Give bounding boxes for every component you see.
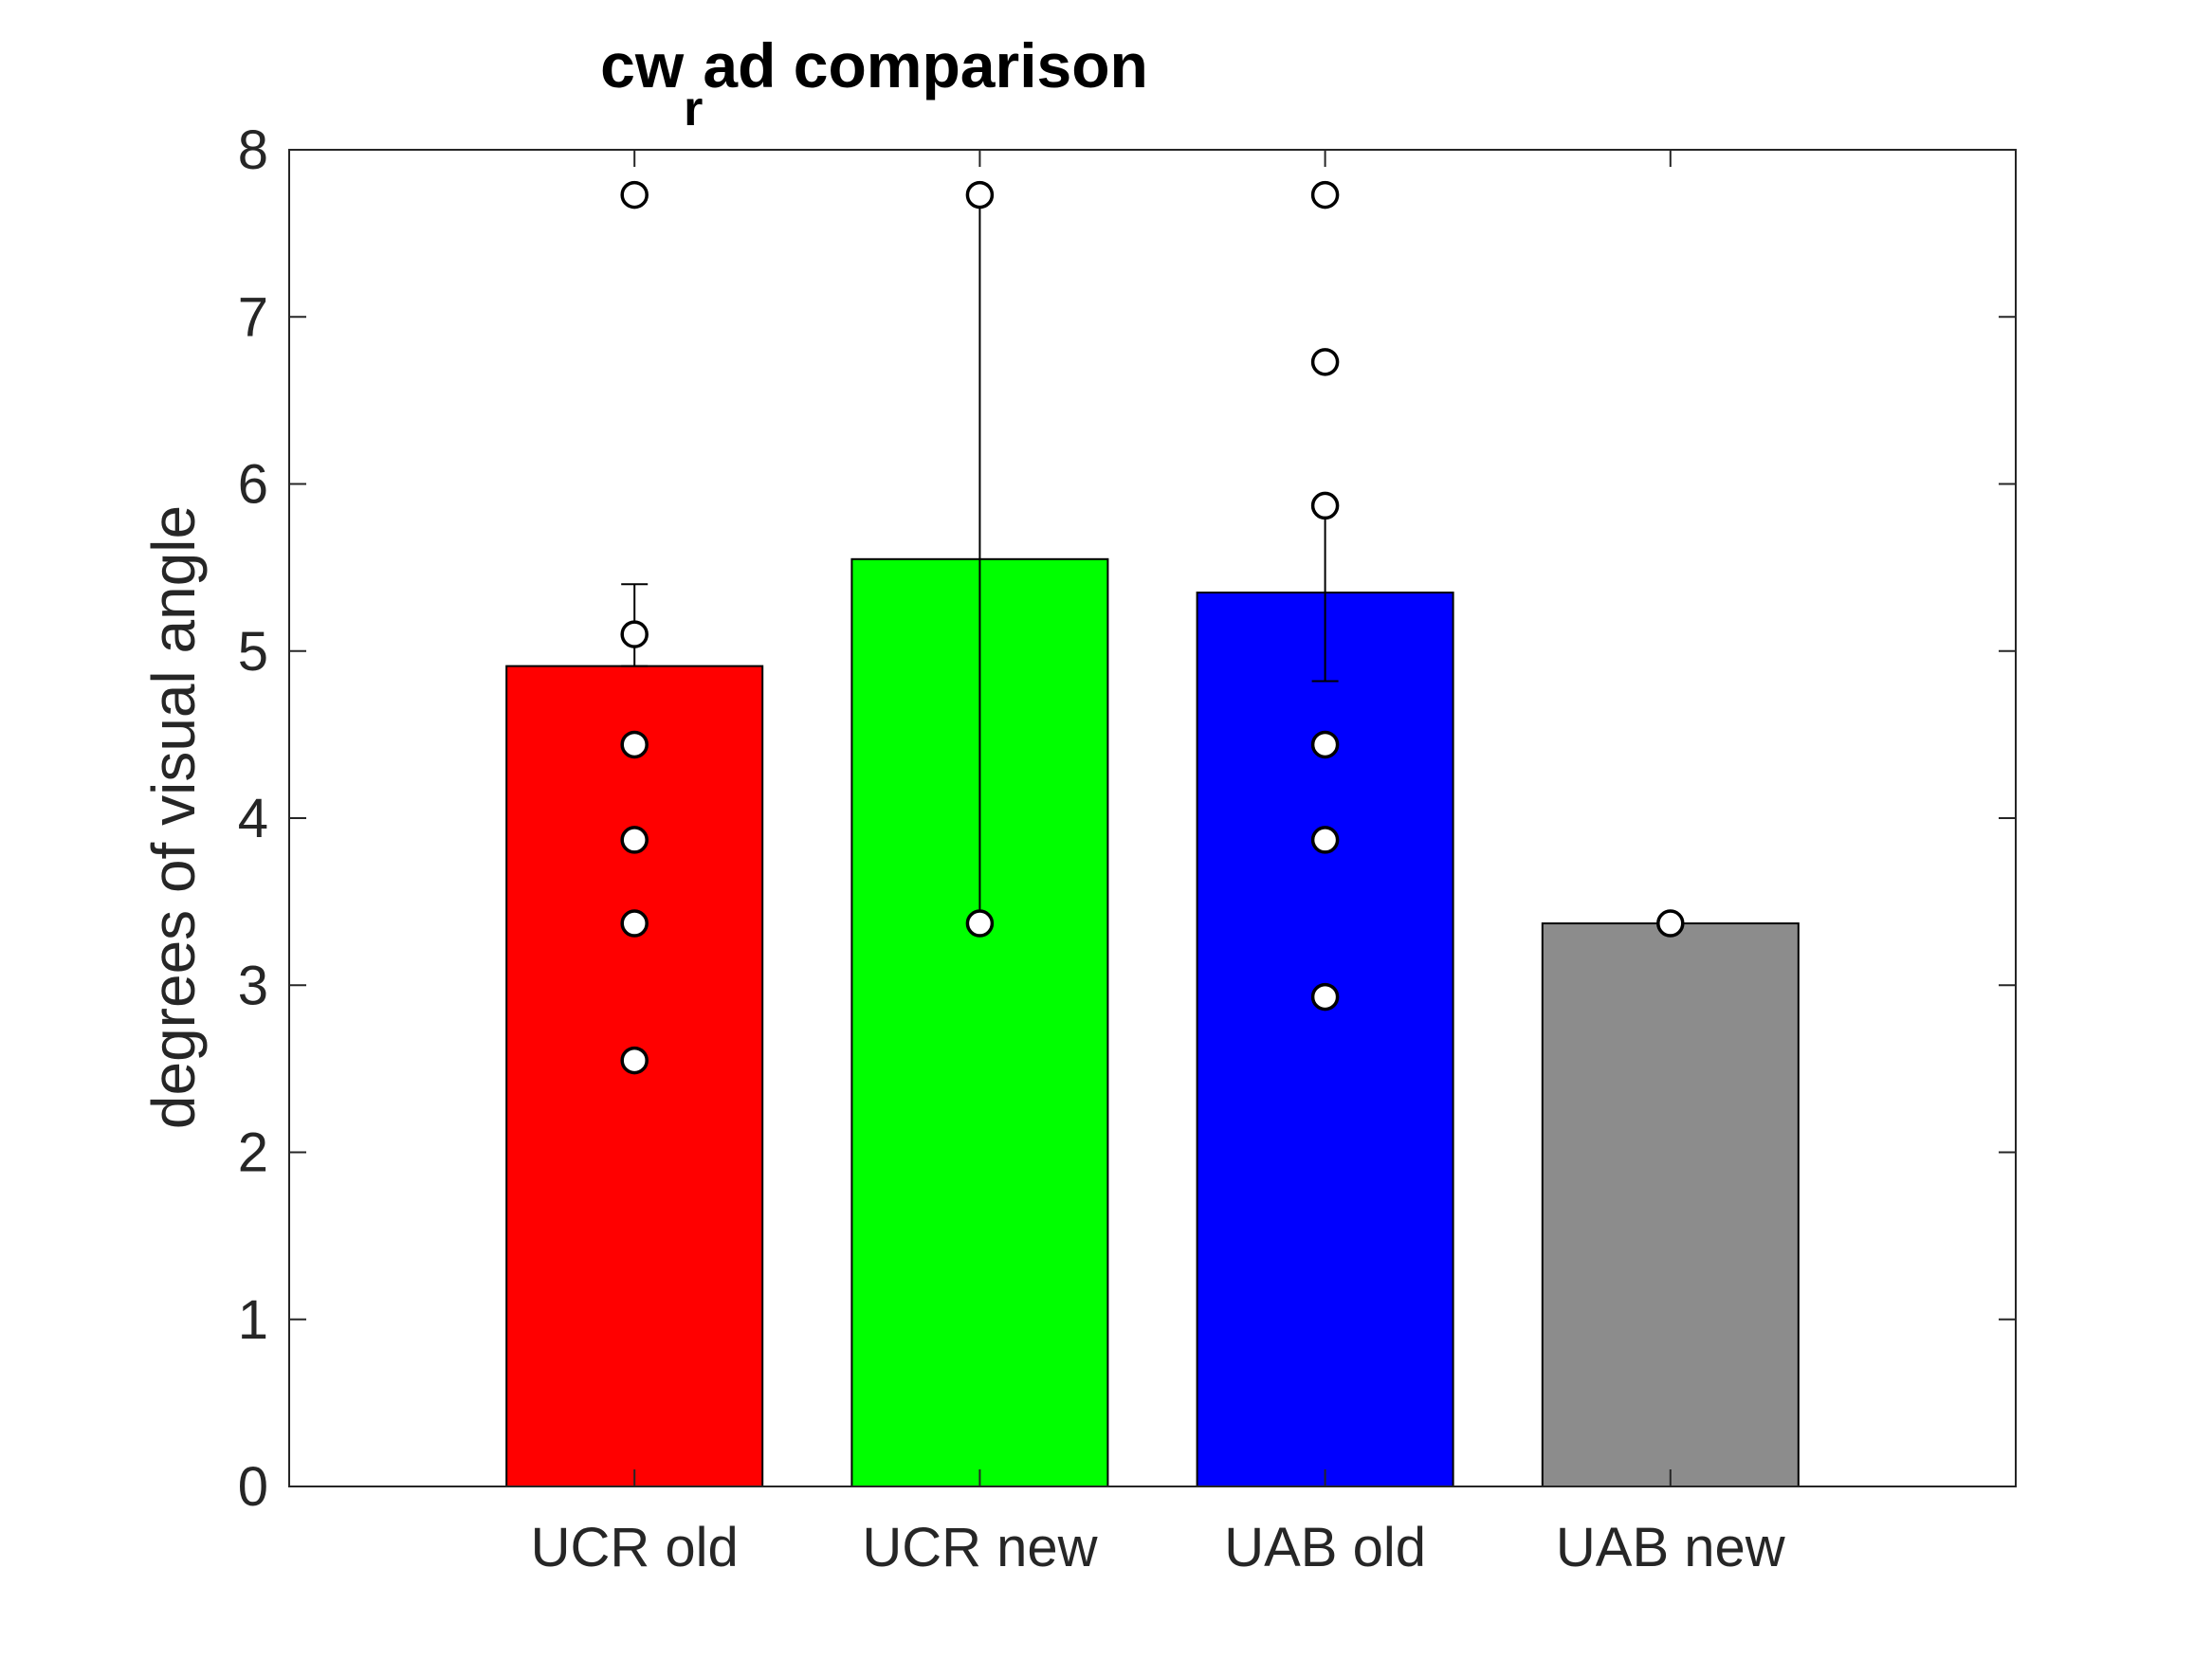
bar-uab-old: [1196, 592, 1454, 1487]
chart-title-main: cw: [600, 30, 685, 100]
data-point: [620, 909, 649, 938]
data-point: [620, 180, 649, 210]
chart-title-rest: ad comparison: [703, 30, 1147, 100]
plot-area: 0 1 2 3 4 5 6 7 8 UCR old UCR new UAB old UAB new: [238, 119, 2017, 1578]
chart-title: cwrad comparison: [600, 30, 1148, 137]
data-point: [965, 909, 995, 938]
y-tick-label: 3: [238, 955, 268, 1016]
data-point: [620, 730, 649, 759]
y-tick-label: 1: [238, 1289, 268, 1351]
y-tick-label: 7: [238, 286, 268, 348]
data-point: [1310, 982, 1340, 1012]
y-tick-label: 0: [238, 1456, 268, 1518]
data-point: [1310, 491, 1340, 520]
x-tick-label: UCR new: [862, 1517, 1098, 1578]
y-tick-label: 5: [238, 621, 268, 683]
chart-title-subscript: r: [684, 82, 703, 137]
data-point: [1310, 180, 1340, 210]
data-point: [620, 620, 649, 648]
bar-uab-new: [1541, 922, 1800, 1487]
y-tick-label: 2: [238, 1122, 268, 1184]
data-point: [1310, 730, 1340, 759]
y-axis-title: degrees of visual angle: [139, 505, 208, 1129]
data-point: [620, 826, 649, 854]
y-tick-label: 8: [238, 119, 268, 181]
y-tick-label: 6: [238, 454, 268, 516]
data-point: [1310, 348, 1340, 376]
data-point: [620, 1046, 649, 1075]
data-point: [965, 180, 995, 210]
data-point: [1310, 826, 1340, 854]
x-tick-label: UAB new: [1556, 1517, 1786, 1578]
y-tick-label: 4: [238, 788, 268, 849]
data-point: [1656, 909, 1685, 938]
x-tick-label: UAB old: [1224, 1517, 1426, 1578]
bar-ucr-old: [505, 665, 764, 1487]
x-tick-label: UCR old: [531, 1517, 739, 1578]
